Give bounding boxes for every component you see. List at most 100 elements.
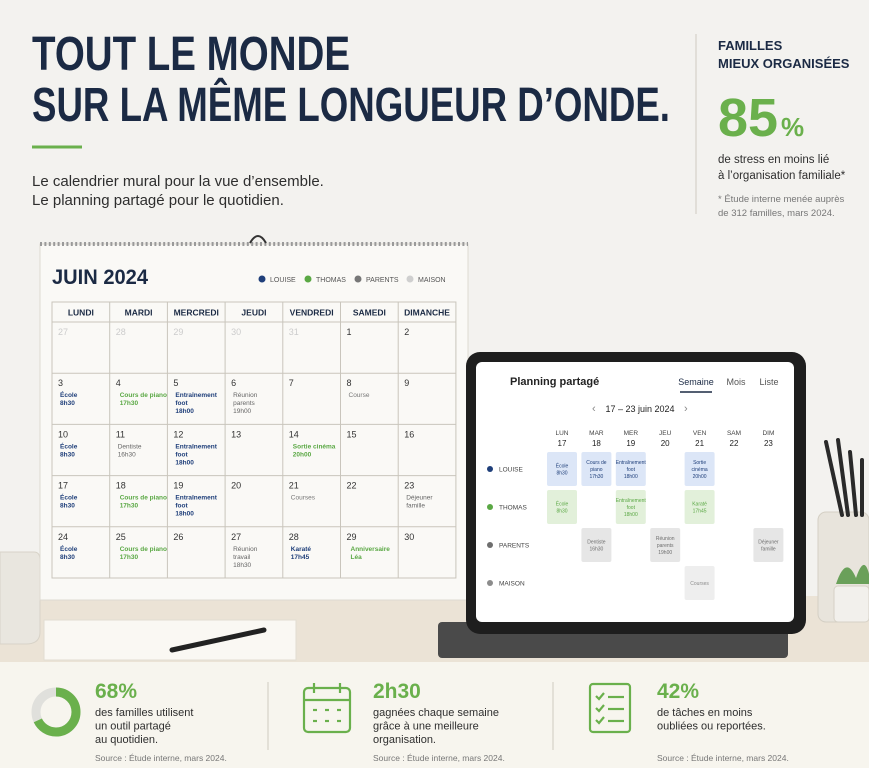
event-text: École [556, 463, 569, 470]
stat-desc: de tâches en moins [657, 707, 753, 719]
calendar-event: Réunion [233, 392, 258, 399]
day-number: 28 [116, 327, 126, 337]
plant-pot [833, 585, 869, 623]
event-card [581, 452, 612, 486]
tab[interactable]: Mois [726, 377, 746, 387]
calendar-event: 18h00 [175, 511, 194, 518]
calendar-event: Cours de piano [120, 495, 167, 502]
calendar-event: 17h30 [120, 554, 139, 561]
calendar-event: 18h00 [175, 408, 194, 415]
checklist-icon [588, 682, 632, 734]
day-number: 28 [289, 532, 299, 542]
day-number: 18 [116, 481, 126, 491]
event-card [650, 528, 681, 562]
tab[interactable]: Liste [759, 377, 778, 387]
legend-label: LOUISE [270, 277, 296, 284]
calendar-event: 18h00 [175, 459, 194, 466]
weekday: LUNDI [68, 308, 94, 318]
calendar-event: École [60, 441, 78, 450]
row-name: THOMAS [499, 505, 527, 512]
day-number: 30 [231, 327, 241, 337]
day-name: DIM [762, 430, 774, 437]
day-number: 20 [231, 481, 241, 491]
event-text: parents [657, 543, 674, 549]
day-number: 21 [289, 481, 299, 491]
stat-unit: % [781, 112, 804, 142]
stat-source: Source : Étude interne, mars 2024. [373, 753, 505, 763]
day-number: 17 [558, 439, 567, 448]
next-arrow[interactable]: › [684, 403, 688, 415]
calendar-paper [39, 243, 469, 601]
calendar-event: Cours de piano [120, 392, 167, 399]
event-text: Dentiste [587, 540, 606, 546]
day-number: 27 [231, 532, 241, 542]
day-number: 18 [592, 439, 601, 448]
stat-value: 2h30 [373, 680, 421, 703]
calendar-event: Déjeuner [406, 495, 433, 502]
day-number: 20 [661, 439, 670, 448]
day-number: 21 [695, 439, 704, 448]
event-text: Déjeuner [758, 540, 779, 546]
row-dot [487, 466, 493, 472]
pen [169, 627, 267, 653]
day-number: 2 [404, 327, 409, 337]
day-number: 29 [173, 327, 183, 337]
calendar-hook [249, 235, 267, 244]
prev-arrow[interactable]: ‹ [592, 403, 596, 415]
week-range: 17 – 23 juin 2024 [605, 404, 674, 414]
calendar-event: travail [233, 554, 251, 561]
stat-value: 68% [95, 680, 137, 703]
day-number: 3 [58, 378, 63, 388]
stat-desc: un outil partagé [95, 721, 171, 733]
event-text: 8h30 [556, 471, 567, 477]
calendar-event: Cours de piano [120, 546, 167, 553]
calendar-event: Entraînement [175, 392, 217, 399]
event-card [615, 452, 646, 486]
event-text: Karaté [692, 502, 707, 508]
day-number: 27 [58, 327, 68, 337]
calendar-event: foot [175, 400, 188, 407]
weekday: VENDREDI [290, 308, 334, 318]
event-text: Entraînement [616, 460, 647, 466]
day-name: MAR [589, 430, 604, 437]
calendar-event: 8h30 [60, 554, 75, 561]
event-card [581, 528, 612, 562]
stat-source: Source : Étude interne, mars 2024. [657, 753, 789, 763]
calendar-event: foot [175, 503, 188, 510]
day-number: 1 [347, 327, 352, 337]
calendar-month: JUIN 2024 [52, 266, 148, 289]
event-card [684, 490, 715, 524]
mug [0, 551, 41, 645]
event-text: 19h00 [658, 550, 672, 556]
event-text: Sortie [693, 460, 706, 466]
day-number: 11 [116, 429, 125, 439]
tab[interactable]: Semaine [678, 377, 714, 387]
calendar-event: foot [175, 451, 188, 458]
row-name: PARENTS [499, 543, 530, 550]
pens [824, 438, 864, 517]
tablet-title: Planning partagé [510, 376, 599, 388]
legend-dot [304, 275, 312, 283]
event-text: 20h00 [693, 474, 707, 480]
day-number: 25 [116, 532, 126, 542]
event-text: foot [627, 467, 636, 473]
subtitle-line: Le planning partagé pour le quotidien. [32, 192, 284, 209]
row-dot [487, 580, 493, 586]
stat-desc: de stress en moins lié [718, 154, 829, 166]
day-name: SAM [727, 430, 741, 437]
calendar-event: Léa [351, 554, 363, 561]
day-number: 22 [730, 439, 739, 448]
weekday: MERCREDI [174, 308, 219, 318]
event-text: foot [627, 505, 636, 511]
row-dot [487, 504, 493, 510]
calendar-event: 17h45 [291, 554, 310, 561]
calendar-event: 20h00 [293, 451, 312, 458]
row-name: MAISON [499, 581, 525, 588]
stat-desc: grâce à une meilleure [373, 721, 479, 733]
day-number: 6 [231, 378, 236, 388]
legend-label: MAISON [418, 277, 446, 284]
event-text: 8h30 [556, 509, 567, 515]
stat-desc: au quotidien. [95, 734, 158, 746]
legend-dot [406, 275, 414, 283]
